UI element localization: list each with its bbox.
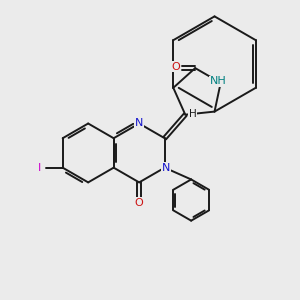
Text: O: O: [172, 61, 180, 72]
Text: O: O: [135, 198, 143, 208]
Text: N: N: [135, 118, 143, 128]
Text: NH: NH: [210, 76, 227, 86]
Text: H: H: [189, 109, 196, 119]
Text: N: N: [162, 163, 170, 173]
Text: I: I: [38, 163, 41, 173]
